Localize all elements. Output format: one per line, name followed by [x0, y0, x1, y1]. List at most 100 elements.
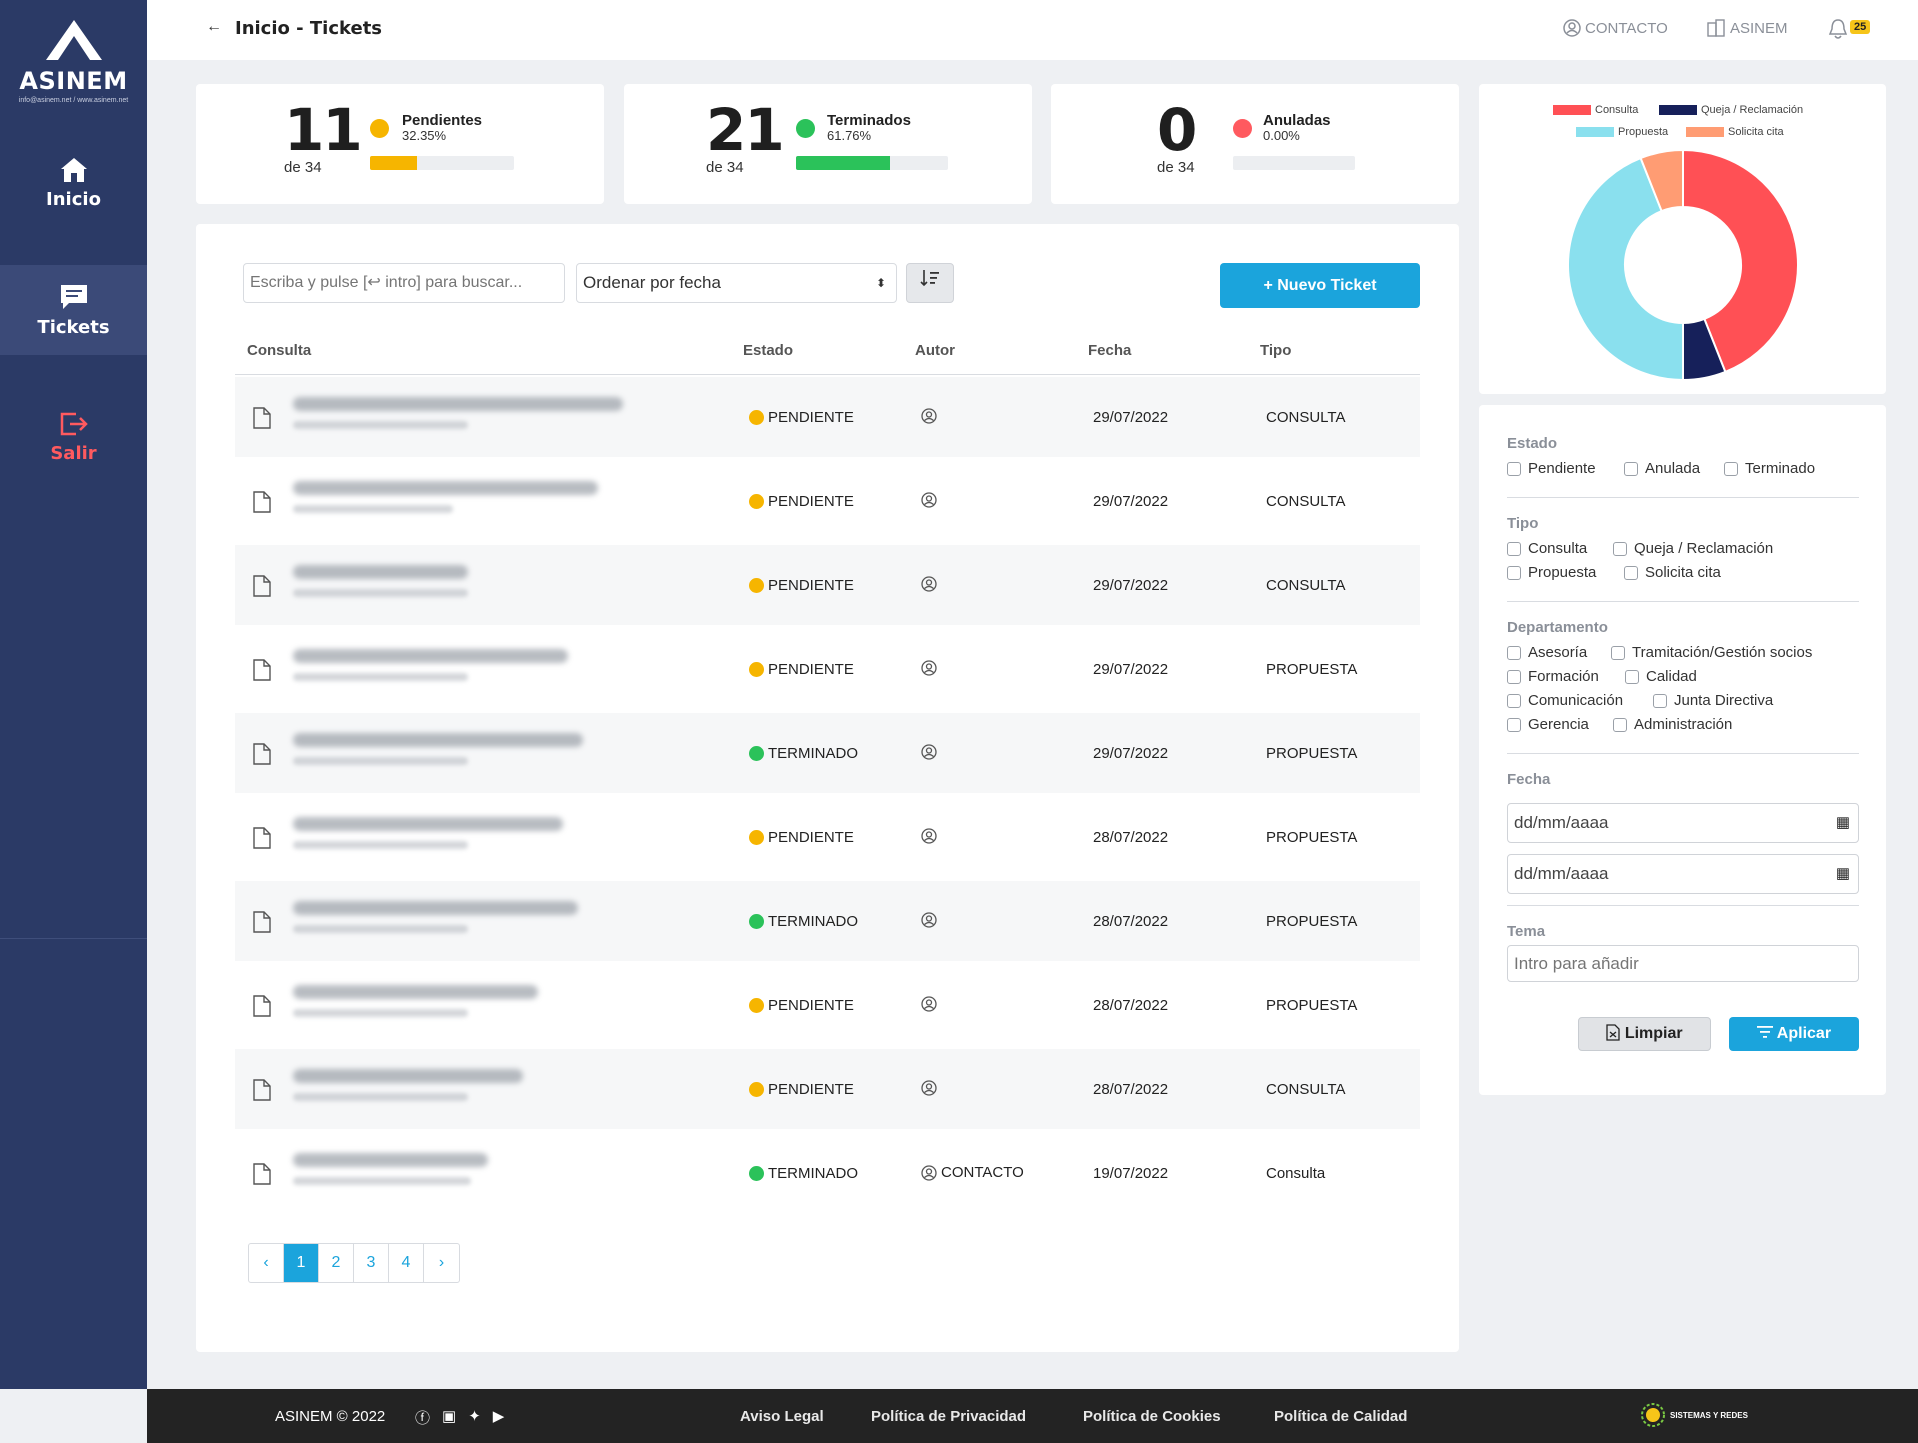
- legend-item[interactable]: Queja / Reclamación: [1659, 104, 1803, 116]
- footer-link-privacidad[interactable]: Política de Privacidad: [871, 1408, 1027, 1425]
- column-header-estado[interactable]: Estado: [743, 342, 794, 359]
- checkbox[interactable]: [1653, 693, 1667, 708]
- stat-total: de 34: [706, 159, 744, 176]
- checkbox-label: Terminado: [1745, 460, 1816, 477]
- legend-item[interactable]: Solicita cita: [1686, 126, 1784, 138]
- checkbox[interactable]: [1507, 693, 1521, 708]
- logo[interactable]: ASINEM info@asinem.net / www.asinem.net: [0, 20, 147, 104]
- checkbox[interactable]: [1724, 461, 1738, 476]
- filter-dep-comunicacion[interactable]: Comunicación: [1507, 692, 1623, 709]
- legend-item[interactable]: Propuesta: [1576, 126, 1668, 138]
- footer-link-aviso-legal[interactable]: Aviso Legal: [740, 1408, 824, 1425]
- date-to-input[interactable]: dd/mm/aaaa ▦: [1507, 854, 1859, 894]
- filter-title-departamento: Departamento: [1507, 619, 1608, 636]
- clear-filters-button[interactable]: Limpiar: [1578, 1017, 1711, 1051]
- checkbox[interactable]: [1625, 669, 1639, 684]
- stat-progress-fill: [370, 156, 417, 170]
- filter-tipo-propuesta[interactable]: Propuesta: [1507, 564, 1596, 581]
- status-dot: [749, 746, 764, 761]
- column-header-tipo[interactable]: Tipo: [1260, 342, 1292, 359]
- filter-tipo-consulta[interactable]: Consulta: [1507, 540, 1587, 557]
- checkbox[interactable]: [1507, 669, 1521, 684]
- filter-title-tipo: Tipo: [1507, 515, 1539, 532]
- filter-tipo-solicita-cita[interactable]: Solicita cita: [1624, 564, 1721, 581]
- checkbox[interactable]: [1613, 717, 1627, 732]
- checkbox[interactable]: [1624, 565, 1638, 580]
- donut-slice-consulta[interactable]: [1682, 148, 1799, 374]
- filter-estado-anulada[interactable]: Anulada: [1624, 460, 1700, 477]
- table-row[interactable]: PENDIENTE 28/07/2022 CONSULTA: [235, 1049, 1420, 1129]
- pagination-prev[interactable]: ‹: [249, 1244, 284, 1282]
- calendar-icon[interactable]: ▦: [1835, 814, 1850, 831]
- filter-estado-terminado[interactable]: Terminado: [1724, 460, 1815, 477]
- calendar-icon[interactable]: ▦: [1835, 865, 1850, 882]
- footer: ASINEM © 2022 ⓕ ▣ ✦ ▶ Aviso Legal Políti…: [147, 1389, 1918, 1443]
- date-cell: 28/07/2022: [1093, 913, 1169, 930]
- filter-dep-gerencia[interactable]: Gerencia: [1507, 716, 1589, 733]
- checkbox[interactable]: [1507, 645, 1521, 660]
- filter-dep-tramitacion[interactable]: Tramitación/Gestión socios: [1611, 644, 1812, 661]
- column-header-autor[interactable]: Autor: [915, 342, 955, 359]
- checkbox[interactable]: [1624, 461, 1638, 476]
- facebook-icon[interactable]: ⓕ: [415, 1410, 431, 1427]
- legend-item[interactable]: Consulta: [1553, 104, 1638, 116]
- clear-filters-label: Limpiar: [1624, 1025, 1683, 1042]
- bell-icon[interactable]: [1828, 18, 1848, 40]
- footer-brand-text: SISTEMAS Y REDES: [1670, 1410, 1748, 1420]
- table-row[interactable]: PENDIENTE 28/07/2022 PROPUESTA: [235, 797, 1420, 877]
- document-icon: [253, 659, 271, 681]
- search-input[interactable]: [243, 263, 565, 303]
- linkedin-icon[interactable]: ▣: [442, 1408, 457, 1425]
- table-row[interactable]: PENDIENTE 29/07/2022 CONSULTA: [235, 461, 1420, 541]
- footer-brand-logo[interactable]: SISTEMAS Y REDES: [1640, 1402, 1748, 1428]
- new-ticket-button[interactable]: + Nuevo Ticket: [1220, 263, 1420, 308]
- organization-link[interactable]: ASINEM: [1706, 19, 1788, 37]
- table-row[interactable]: PENDIENTE 28/07/2022 PROPUESTA: [235, 965, 1420, 1045]
- pagination-page[interactable]: 1: [284, 1244, 319, 1282]
- column-header-fecha[interactable]: Fecha: [1088, 342, 1132, 359]
- table-row[interactable]: PENDIENTE 29/07/2022 PROPUESTA: [235, 629, 1420, 709]
- twitter-icon[interactable]: ✦: [468, 1408, 481, 1425]
- checkbox[interactable]: [1507, 717, 1521, 732]
- date-from-input[interactable]: dd/mm/aaaa ▦: [1507, 803, 1859, 843]
- apply-filters-button[interactable]: Aplicar: [1729, 1017, 1859, 1051]
- sort-select[interactable]: Ordenar por fecha ⬍: [576, 263, 897, 303]
- table-row[interactable]: PENDIENTE 29/07/2022 CONSULTA: [235, 377, 1420, 457]
- donut-slice-solicita-cita[interactable]: [1639, 148, 1684, 213]
- filter-estado-pendiente[interactable]: Pendiente: [1507, 460, 1596, 477]
- document-icon: [253, 743, 271, 765]
- column-header-consulta[interactable]: Consulta: [247, 342, 312, 359]
- checkbox[interactable]: [1507, 461, 1521, 476]
- checkbox[interactable]: [1613, 541, 1627, 556]
- checkbox[interactable]: [1611, 645, 1625, 660]
- pagination-page[interactable]: 3: [354, 1244, 389, 1282]
- filter-tipo-queja[interactable]: Queja / Reclamación: [1613, 540, 1773, 557]
- table-row[interactable]: TERMINADO 28/07/2022 PROPUESTA: [235, 881, 1420, 961]
- date-cell: 29/07/2022: [1093, 577, 1169, 594]
- filter-dep-formacion[interactable]: Formación: [1507, 668, 1599, 685]
- donut-slice-propuesta[interactable]: [1567, 156, 1684, 382]
- table-row[interactable]: TERMINADO CONTACTO 19/07/2022 Consulta: [235, 1133, 1420, 1213]
- tema-input[interactable]: [1507, 945, 1859, 982]
- youtube-icon[interactable]: ▶: [492, 1408, 505, 1425]
- back-arrow-icon[interactable]: ←: [206, 18, 222, 35]
- contact-link[interactable]: CONTACTO: [1563, 19, 1668, 37]
- filter-dep-administracion[interactable]: Administración: [1613, 716, 1732, 733]
- checkbox[interactable]: [1507, 541, 1521, 556]
- pagination-next[interactable]: ›: [438, 1254, 445, 1271]
- footer-link-calidad[interactable]: Política de Calidad: [1274, 1408, 1408, 1425]
- pagination-page[interactable]: 4: [389, 1244, 424, 1282]
- footer-link-cookies[interactable]: Política de Cookies: [1083, 1408, 1221, 1425]
- filter-dep-junta-directiva[interactable]: Junta Directiva: [1653, 692, 1773, 709]
- table-row[interactable]: PENDIENTE 29/07/2022 CONSULTA: [235, 545, 1420, 625]
- sidebar-item-tickets[interactable]: Tickets: [0, 265, 147, 355]
- table-row[interactable]: TERMINADO 29/07/2022 PROPUESTA: [235, 713, 1420, 793]
- filter-dep-asesoria[interactable]: Asesoría: [1507, 644, 1587, 661]
- checkbox[interactable]: [1507, 565, 1521, 580]
- stat-count: 0: [1157, 96, 1197, 164]
- sidebar-item-salir[interactable]: Salir: [0, 392, 147, 482]
- sort-direction-button[interactable]: [906, 263, 954, 303]
- filter-dep-calidad[interactable]: Calidad: [1625, 668, 1697, 685]
- pagination-page[interactable]: 2: [319, 1244, 354, 1282]
- sidebar-item-inicio[interactable]: Inicio: [0, 138, 147, 228]
